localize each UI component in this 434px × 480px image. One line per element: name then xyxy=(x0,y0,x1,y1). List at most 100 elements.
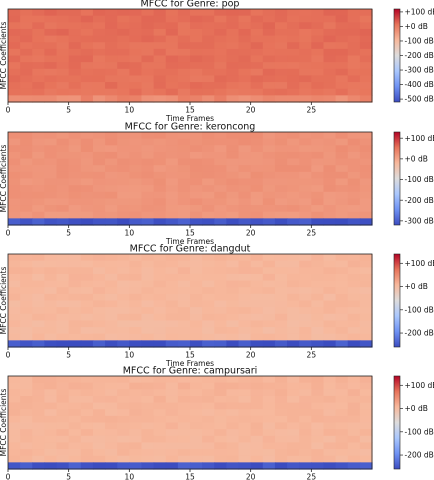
heatmap-cell xyxy=(20,395,33,404)
heatmap-cell xyxy=(250,273,264,282)
heatmap-cell xyxy=(56,320,70,328)
heatmap-cell xyxy=(141,422,155,430)
heatmap-cell xyxy=(202,307,215,315)
heatmap-cell xyxy=(274,422,288,430)
heatmap-cell xyxy=(80,435,94,444)
heatmap-cell xyxy=(323,280,337,288)
heatmap-cell xyxy=(129,9,143,17)
heatmap-cell xyxy=(287,333,300,341)
heatmap-cell xyxy=(262,205,276,213)
heatmap-cell xyxy=(323,22,337,30)
heatmap-cell xyxy=(299,333,312,341)
heatmap-cell xyxy=(141,313,155,322)
heatmap-cell xyxy=(347,313,361,322)
x-tick-label: 10 xyxy=(125,473,135,480)
heatmap-cell xyxy=(238,422,252,430)
heatmap-cell xyxy=(129,28,143,37)
heatmap-cell xyxy=(226,178,240,186)
heatmap-cell xyxy=(44,198,58,206)
heatmap-cell xyxy=(20,273,33,282)
heatmap-cell xyxy=(92,205,106,213)
heatmap-cell xyxy=(250,422,264,430)
heatmap-cell xyxy=(92,333,106,341)
heatmap-cell xyxy=(299,395,312,404)
heatmap-cell xyxy=(92,280,106,288)
heatmap-cell xyxy=(56,211,70,219)
heatmap-cell xyxy=(190,273,203,282)
heatmap-cell xyxy=(44,455,58,463)
heatmap-cell xyxy=(347,327,361,335)
heatmap-cell xyxy=(105,333,118,341)
heatmap-cell xyxy=(214,145,227,153)
heatmap-cell xyxy=(117,15,130,23)
heatmap-cell xyxy=(359,88,373,96)
heatmap-cell xyxy=(20,178,33,186)
heatmap-cell xyxy=(190,15,203,23)
heatmap-cell xyxy=(56,151,70,160)
heatmap-cell xyxy=(190,62,203,70)
heatmap-cell xyxy=(347,22,361,30)
heatmap-cell xyxy=(335,55,349,63)
heatmap-cell xyxy=(105,376,118,384)
heatmap-cell xyxy=(177,313,191,322)
colorbar-tick-label: +0 dB xyxy=(405,282,428,291)
heatmap-cell xyxy=(165,35,179,43)
heatmap-cell xyxy=(8,28,21,37)
heatmap-cell xyxy=(347,132,361,140)
heatmap-cell xyxy=(20,151,33,160)
heatmap-cell xyxy=(238,138,252,146)
heatmap-cell xyxy=(347,455,361,463)
heatmap-cell xyxy=(347,191,361,200)
heatmap-cell xyxy=(214,95,227,103)
heatmap-cell xyxy=(311,138,325,146)
heatmap-cell xyxy=(80,22,94,30)
heatmap-cell xyxy=(80,191,94,200)
heatmap-cell xyxy=(190,205,203,213)
heatmap-cell xyxy=(117,55,130,63)
heatmap-cell xyxy=(287,293,300,302)
heatmap-cell xyxy=(299,132,312,140)
heatmap-cell xyxy=(347,287,361,295)
heatmap-cell xyxy=(335,402,349,410)
heatmap-cell xyxy=(311,435,325,444)
heatmap-cell xyxy=(274,198,288,206)
heatmap-cell xyxy=(202,333,215,341)
heatmap-cell xyxy=(8,462,21,470)
heatmap-cell xyxy=(32,313,45,322)
heatmap-cell xyxy=(226,320,240,328)
heatmap-cell xyxy=(335,462,349,470)
heatmap-cell xyxy=(250,145,264,153)
heatmap-cell xyxy=(129,211,143,219)
heatmap-cell xyxy=(262,402,276,410)
heatmap-cell xyxy=(44,145,58,153)
heatmap-cell xyxy=(262,22,276,30)
heatmap-cell xyxy=(311,55,325,63)
heatmap-cell xyxy=(165,307,179,315)
heatmap-cell xyxy=(153,178,167,186)
heatmap-cell xyxy=(32,402,45,410)
heatmap-cell xyxy=(165,442,179,450)
colorbar-tick-label: -100 dB xyxy=(405,427,434,436)
heatmap-cell xyxy=(32,158,45,166)
heatmap-cell xyxy=(274,211,288,219)
heatmap-cell xyxy=(92,313,106,322)
heatmap-cell xyxy=(347,462,361,470)
heatmap-cell xyxy=(177,389,191,397)
heatmap-cell xyxy=(190,340,203,348)
heatmap-cell xyxy=(190,260,203,268)
heatmap-cell xyxy=(238,395,252,404)
heatmap-cell xyxy=(238,158,252,166)
heatmap-cell xyxy=(299,75,312,83)
heatmap-cell xyxy=(20,88,33,96)
heatmap-cell xyxy=(287,75,300,83)
heatmap-cell xyxy=(214,320,227,328)
heatmap-cell xyxy=(80,313,94,322)
heatmap-cell xyxy=(226,327,240,335)
heatmap-cell xyxy=(56,442,70,450)
heatmap-cell xyxy=(359,293,373,302)
heatmap-cell xyxy=(335,333,349,341)
heatmap-cell xyxy=(323,260,337,268)
heatmap-cell xyxy=(44,171,58,180)
heatmap-cell xyxy=(20,455,33,463)
heatmap-cell xyxy=(56,145,70,153)
